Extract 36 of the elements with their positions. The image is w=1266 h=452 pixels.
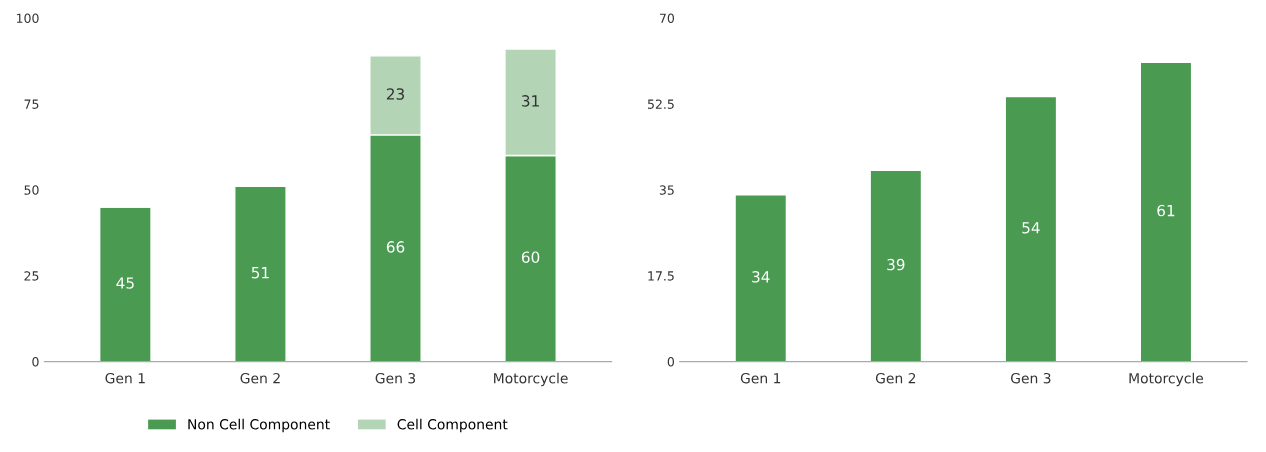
legend-label: Cell Component [397, 418, 508, 433]
bar [234, 185, 287, 362]
data-label: 54 [1022, 222, 1040, 234]
bar [1004, 95, 1058, 362]
bar [98, 206, 152, 362]
x-tick-label: Gen 3 [375, 372, 416, 384]
y-tick-label: 0 [667, 357, 675, 367]
x-tick-label: Gen 2 [875, 372, 916, 384]
x-tick-label: Motorcycle [494, 372, 568, 387]
legend-label: Non Cell Component [188, 418, 330, 433]
data-label: 31 [522, 95, 539, 107]
bar [1139, 61, 1193, 362]
data-label: 45 [116, 277, 134, 289]
x-tick-label: Gen 1 [105, 372, 145, 384]
y-tick-label: 35 [659, 185, 674, 195]
y-tick-label: 70 [659, 13, 675, 24]
data-label: 34 [752, 271, 770, 283]
y-tick-label: 75 [24, 99, 39, 109]
y-tick-label: 50 [24, 185, 39, 195]
x-tick-label: Gen 3 [1010, 372, 1051, 384]
y-tick-label: 0 [32, 357, 39, 367]
x-tick-label: Motorcycle [1129, 372, 1204, 387]
data-label: 66 [386, 241, 405, 253]
bar [869, 169, 923, 362]
bar [734, 194, 788, 362]
y-tick-label: 17.5 [648, 271, 674, 281]
y-tick-label: 25 [24, 271, 39, 281]
x-tick-label: Gen 2 [240, 372, 280, 384]
x-tick-label: Gen 1 [740, 372, 781, 384]
data-label: 60 [521, 251, 540, 263]
data-label: 61 [1157, 204, 1175, 217]
data-label: 23 [386, 88, 404, 100]
y-tick-label: 52.5 [647, 99, 674, 109]
data-label: 51 [251, 267, 269, 279]
y-tick-label: 100 [16, 13, 39, 24]
data-label: 39 [887, 258, 905, 271]
